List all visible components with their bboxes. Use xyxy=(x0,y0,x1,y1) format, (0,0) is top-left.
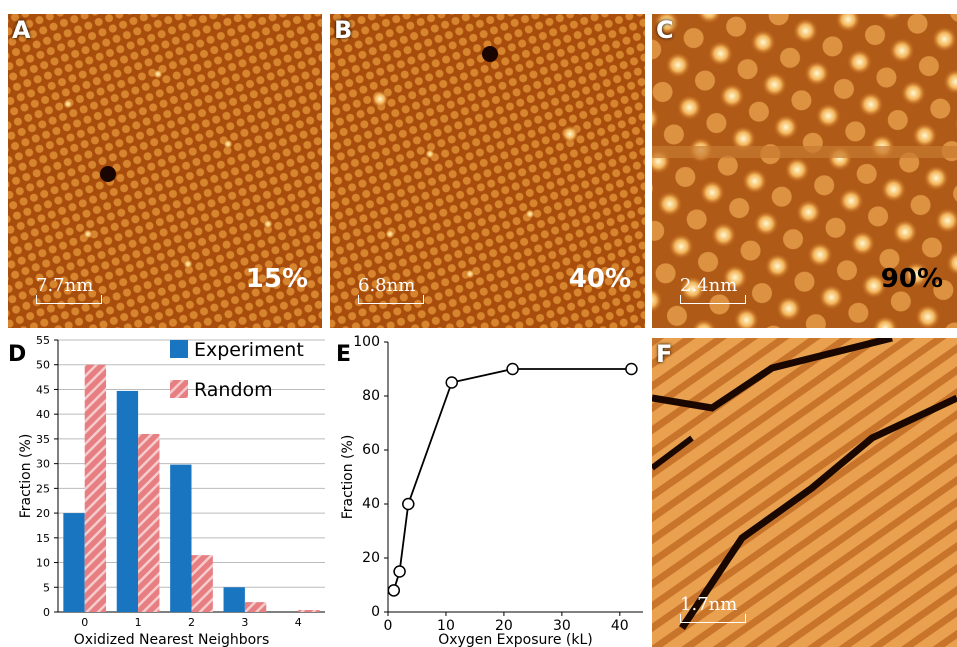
legend-swatch xyxy=(170,340,188,358)
panel-label: B xyxy=(334,16,352,44)
x-tick-label: 0 xyxy=(81,616,88,629)
scale-bar xyxy=(680,295,746,304)
x-tick-label: 30 xyxy=(553,618,571,634)
x-tick-label: 1 xyxy=(135,616,142,629)
scale-bar xyxy=(36,295,102,304)
y-tick-label: 25 xyxy=(36,482,50,495)
bar xyxy=(298,610,319,612)
y-tick-label: 100 xyxy=(353,335,380,350)
y-tick-label: 30 xyxy=(36,458,50,471)
x-tick-label: 0 xyxy=(384,618,393,634)
y-axis-label: Fraction (%) xyxy=(18,434,34,519)
marker xyxy=(626,364,637,375)
y-tick-label: 10 xyxy=(36,557,50,570)
scale-label: 6.8nm xyxy=(358,275,415,296)
stm-panel: B 40% 6.8nm xyxy=(330,14,645,328)
bar xyxy=(117,391,138,612)
coverage: 40% xyxy=(569,264,631,294)
x-tick-label: 10 xyxy=(437,618,455,634)
x-tick-label: 20 xyxy=(495,618,513,634)
bar xyxy=(245,602,266,612)
coverage: 15% xyxy=(246,264,308,294)
bar xyxy=(138,434,159,612)
marker xyxy=(388,585,399,596)
y-tick-label: 0 xyxy=(43,606,50,619)
marker xyxy=(446,377,457,388)
scale-label: 2.4nm xyxy=(680,275,737,296)
x-tick-label: 2 xyxy=(188,616,195,629)
bar xyxy=(63,513,84,612)
x-axis-label: Oxidized Nearest Neighbors xyxy=(74,632,269,647)
bar xyxy=(85,365,106,612)
scale-bar xyxy=(358,295,424,304)
y-tick-label: 55 xyxy=(36,335,50,347)
y-tick-label: 60 xyxy=(362,442,380,458)
y-tick-label: 20 xyxy=(362,550,380,566)
stm-panel: A 15% 7.7nm xyxy=(8,14,322,328)
panel-label: F xyxy=(656,340,672,368)
x-tick-label: 4 xyxy=(295,616,302,629)
legend-swatch xyxy=(170,380,188,398)
x-axis-label: Oxygen Exposure (kL) xyxy=(438,632,593,647)
y-tick-label: 20 xyxy=(36,507,50,520)
y-tick-label: 80 xyxy=(362,388,380,404)
bar xyxy=(224,587,245,612)
legend-label: Random xyxy=(194,379,273,401)
marker xyxy=(403,499,414,510)
panel-label: D xyxy=(8,342,26,367)
scale-label: 7.7nm xyxy=(36,275,93,296)
y-axis-label: Fraction (%) xyxy=(340,435,356,520)
figure: A 15% 7.7nm B 40% 6.8nm C 90% 2.4nm F 1.… xyxy=(0,0,957,647)
marker xyxy=(507,364,518,375)
panel-label: E xyxy=(336,342,351,367)
x-tick-label: 40 xyxy=(611,618,629,634)
legend-label: Experiment xyxy=(194,339,304,361)
panel-label: C xyxy=(656,16,674,44)
y-tick-label: 50 xyxy=(36,359,50,372)
line xyxy=(394,369,632,590)
x-tick-label: 3 xyxy=(241,616,248,629)
stm-panel: F 1.7nm xyxy=(652,338,957,647)
y-tick-label: 5 xyxy=(43,581,50,594)
chart: D Fraction (%) Oxidized Nearest Neighbors 0… xyxy=(0,335,330,647)
y-tick-label: 0 xyxy=(371,604,380,620)
bar xyxy=(170,465,191,612)
y-tick-label: 40 xyxy=(36,408,50,421)
marker xyxy=(394,566,405,577)
y-tick-label: 40 xyxy=(362,496,380,512)
stm-panel: C 90% 2.4nm xyxy=(652,14,957,328)
coverage: 90% xyxy=(881,264,943,294)
bar xyxy=(192,555,213,612)
y-tick-label: 35 xyxy=(36,433,50,446)
y-tick-label: 45 xyxy=(36,383,50,396)
panel-label: A xyxy=(12,16,31,44)
scale-bar xyxy=(680,614,746,623)
chart: E Fraction (%) Oxygen Exposure (kL) 0 20 40 60… xyxy=(330,335,652,647)
scale-label: 1.7nm xyxy=(680,594,737,615)
y-tick-label: 15 xyxy=(36,532,50,545)
